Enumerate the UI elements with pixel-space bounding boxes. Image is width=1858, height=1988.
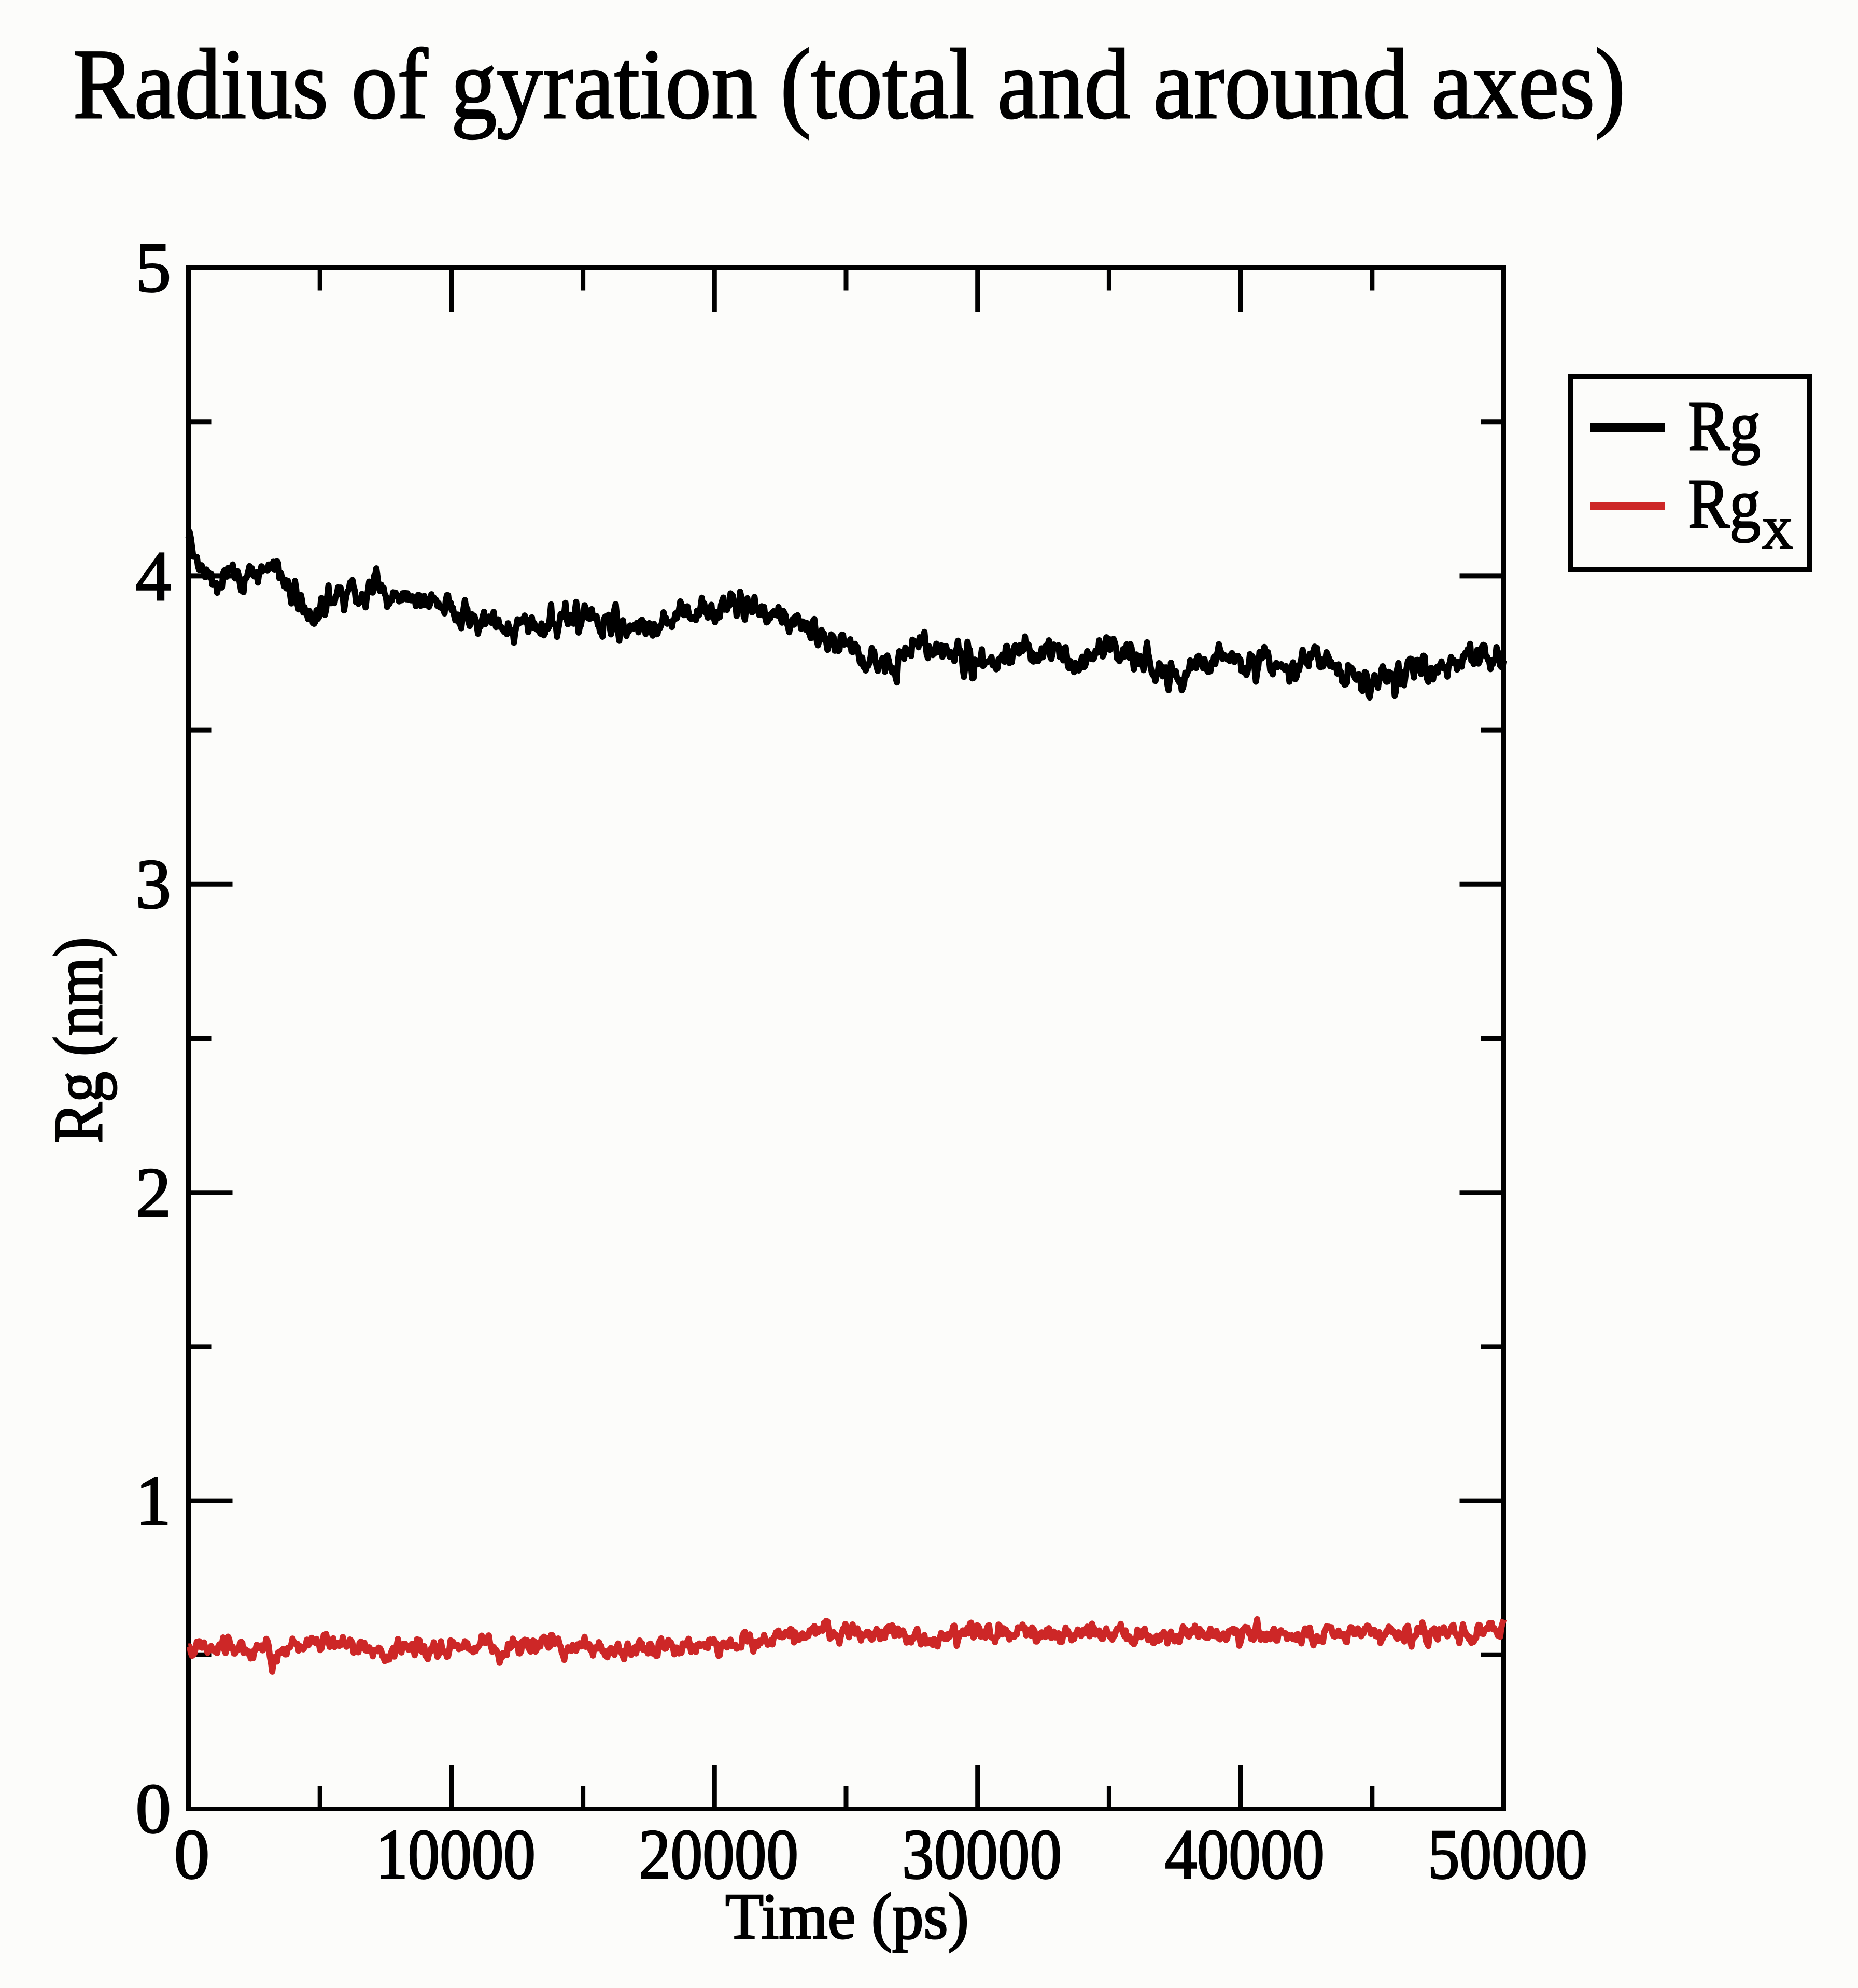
- svg-text:50000: 50000: [1428, 1815, 1587, 1894]
- svg-text:Rg: Rg: [1688, 387, 1761, 465]
- svg-text:30000: 30000: [902, 1815, 1062, 1894]
- svg-text:X: X: [1762, 510, 1793, 558]
- svg-text:20000: 20000: [639, 1815, 798, 1894]
- svg-text:0: 0: [136, 1769, 172, 1848]
- svg-text:4: 4: [136, 537, 172, 615]
- svg-text:3: 3: [136, 845, 172, 923]
- svg-text:Radius of gyration (total and: Radius of gyration (total and around axe…: [73, 29, 1626, 139]
- svg-text:40000: 40000: [1165, 1815, 1325, 1894]
- svg-text:Time (ps): Time (ps): [725, 1881, 969, 1953]
- svg-text:2: 2: [136, 1153, 172, 1232]
- svg-text:5: 5: [136, 228, 172, 307]
- svg-text:1: 1: [136, 1461, 172, 1540]
- svg-text:0: 0: [174, 1815, 210, 1894]
- svg-text:Rg: Rg: [1688, 465, 1761, 543]
- svg-text:10000: 10000: [376, 1815, 536, 1894]
- svg-text:Rg (nm): Rg (nm): [40, 937, 117, 1143]
